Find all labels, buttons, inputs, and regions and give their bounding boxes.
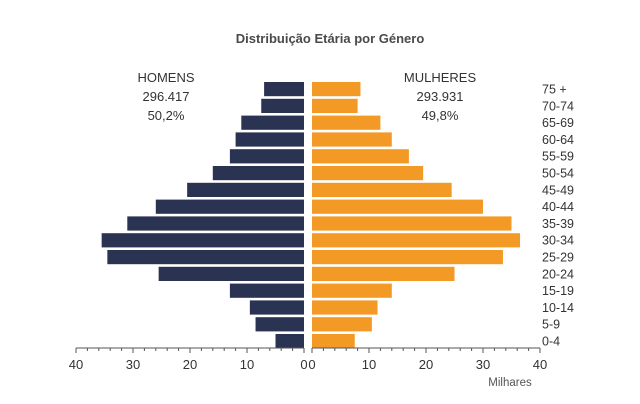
x-tick-label-right: 30 (476, 357, 490, 372)
women-share: 49,8% (422, 108, 459, 123)
men-share: 50,2% (148, 108, 185, 123)
unit-label: Milhares (488, 377, 532, 389)
age-label: 5-9 (542, 318, 560, 332)
bar-men-75 (264, 82, 304, 97)
bar-men-55-59 (229, 149, 304, 164)
age-label: 25-29 (542, 251, 574, 265)
bar-women-50-54 (312, 166, 424, 181)
bar-men-15-19 (229, 283, 304, 298)
age-label: 70-74 (542, 99, 574, 113)
bar-women-15-19 (312, 283, 392, 298)
bar-women-25-29 (312, 250, 503, 265)
age-label: 30-34 (542, 234, 574, 248)
x-tick-label-right: 20 (419, 357, 433, 372)
x-tick-label-left: 30 (126, 357, 140, 372)
bar-men-50-54 (212, 166, 304, 181)
age-labels-group: 75 + 70-74 65-69 60-64 55-59 50-54 45-49 40-44 3… (542, 83, 574, 349)
bar-women-75 (312, 82, 361, 97)
bar-women-70-74 (312, 98, 358, 113)
bar-men-10-14 (249, 300, 304, 315)
x-tick-label-right: 10 (362, 357, 376, 372)
bar-women-55-59 (312, 149, 409, 164)
bar-men-0-4 (275, 334, 304, 349)
x-tick-label-left: 20 (183, 357, 197, 372)
bar-men-35-39 (127, 216, 304, 231)
bar-men-65-69 (241, 115, 304, 130)
bar-women-40-44 (312, 199, 483, 214)
x-tick-label-right: 40 (533, 357, 547, 372)
women-label: MULHERES (404, 70, 477, 85)
age-label: 40-44 (542, 200, 574, 214)
bar-men-25-29 (107, 250, 304, 265)
bar-women-30-34 (312, 233, 521, 248)
bar-women-60-64 (312, 132, 392, 147)
bar-men-60-64 (235, 132, 304, 147)
women-total: 293.931 (417, 89, 464, 104)
x-axis: 40 30 20 10 0 0 10 20 30 40 (69, 347, 547, 372)
bar-women-20-24 (312, 266, 455, 281)
age-label: 20-24 (542, 267, 574, 281)
bar-women-35-39 (312, 216, 512, 231)
age-label: 65-69 (542, 116, 574, 130)
age-label: 60-64 (542, 133, 574, 147)
age-label: 55-59 (542, 150, 574, 164)
men-total: 296.417 (143, 89, 190, 104)
bar-men-30-34 (101, 233, 305, 248)
bars-group (101, 82, 521, 349)
age-label: 75 + (542, 83, 567, 97)
bar-women-5-9 (312, 317, 372, 332)
age-label: 0-4 (542, 335, 560, 349)
age-label: 10-14 (542, 301, 574, 315)
age-label: 35-39 (542, 217, 574, 231)
bar-men-40-44 (155, 199, 304, 214)
bar-women-10-14 (312, 300, 378, 315)
bar-men-70-74 (261, 98, 304, 113)
men-label: HOMENS (137, 70, 194, 85)
bar-women-65-69 (312, 115, 381, 130)
age-label: 50-54 (542, 167, 574, 181)
chart-title: Distribuição Etária por Género (236, 31, 425, 46)
x-tick-label-right: 0 (308, 357, 315, 372)
bar-women-45-49 (312, 182, 452, 197)
bar-men-20-24 (158, 266, 304, 281)
x-tick-label-left: 10 (240, 357, 254, 372)
x-tick-label-left: 40 (69, 357, 83, 372)
x-tick-label-left: 0 (300, 357, 307, 372)
bar-women-0-4 (312, 334, 355, 349)
age-label: 45-49 (542, 183, 574, 197)
bar-men-5-9 (255, 317, 304, 332)
bar-men-45-49 (187, 182, 304, 197)
age-label: 15-19 (542, 284, 574, 298)
